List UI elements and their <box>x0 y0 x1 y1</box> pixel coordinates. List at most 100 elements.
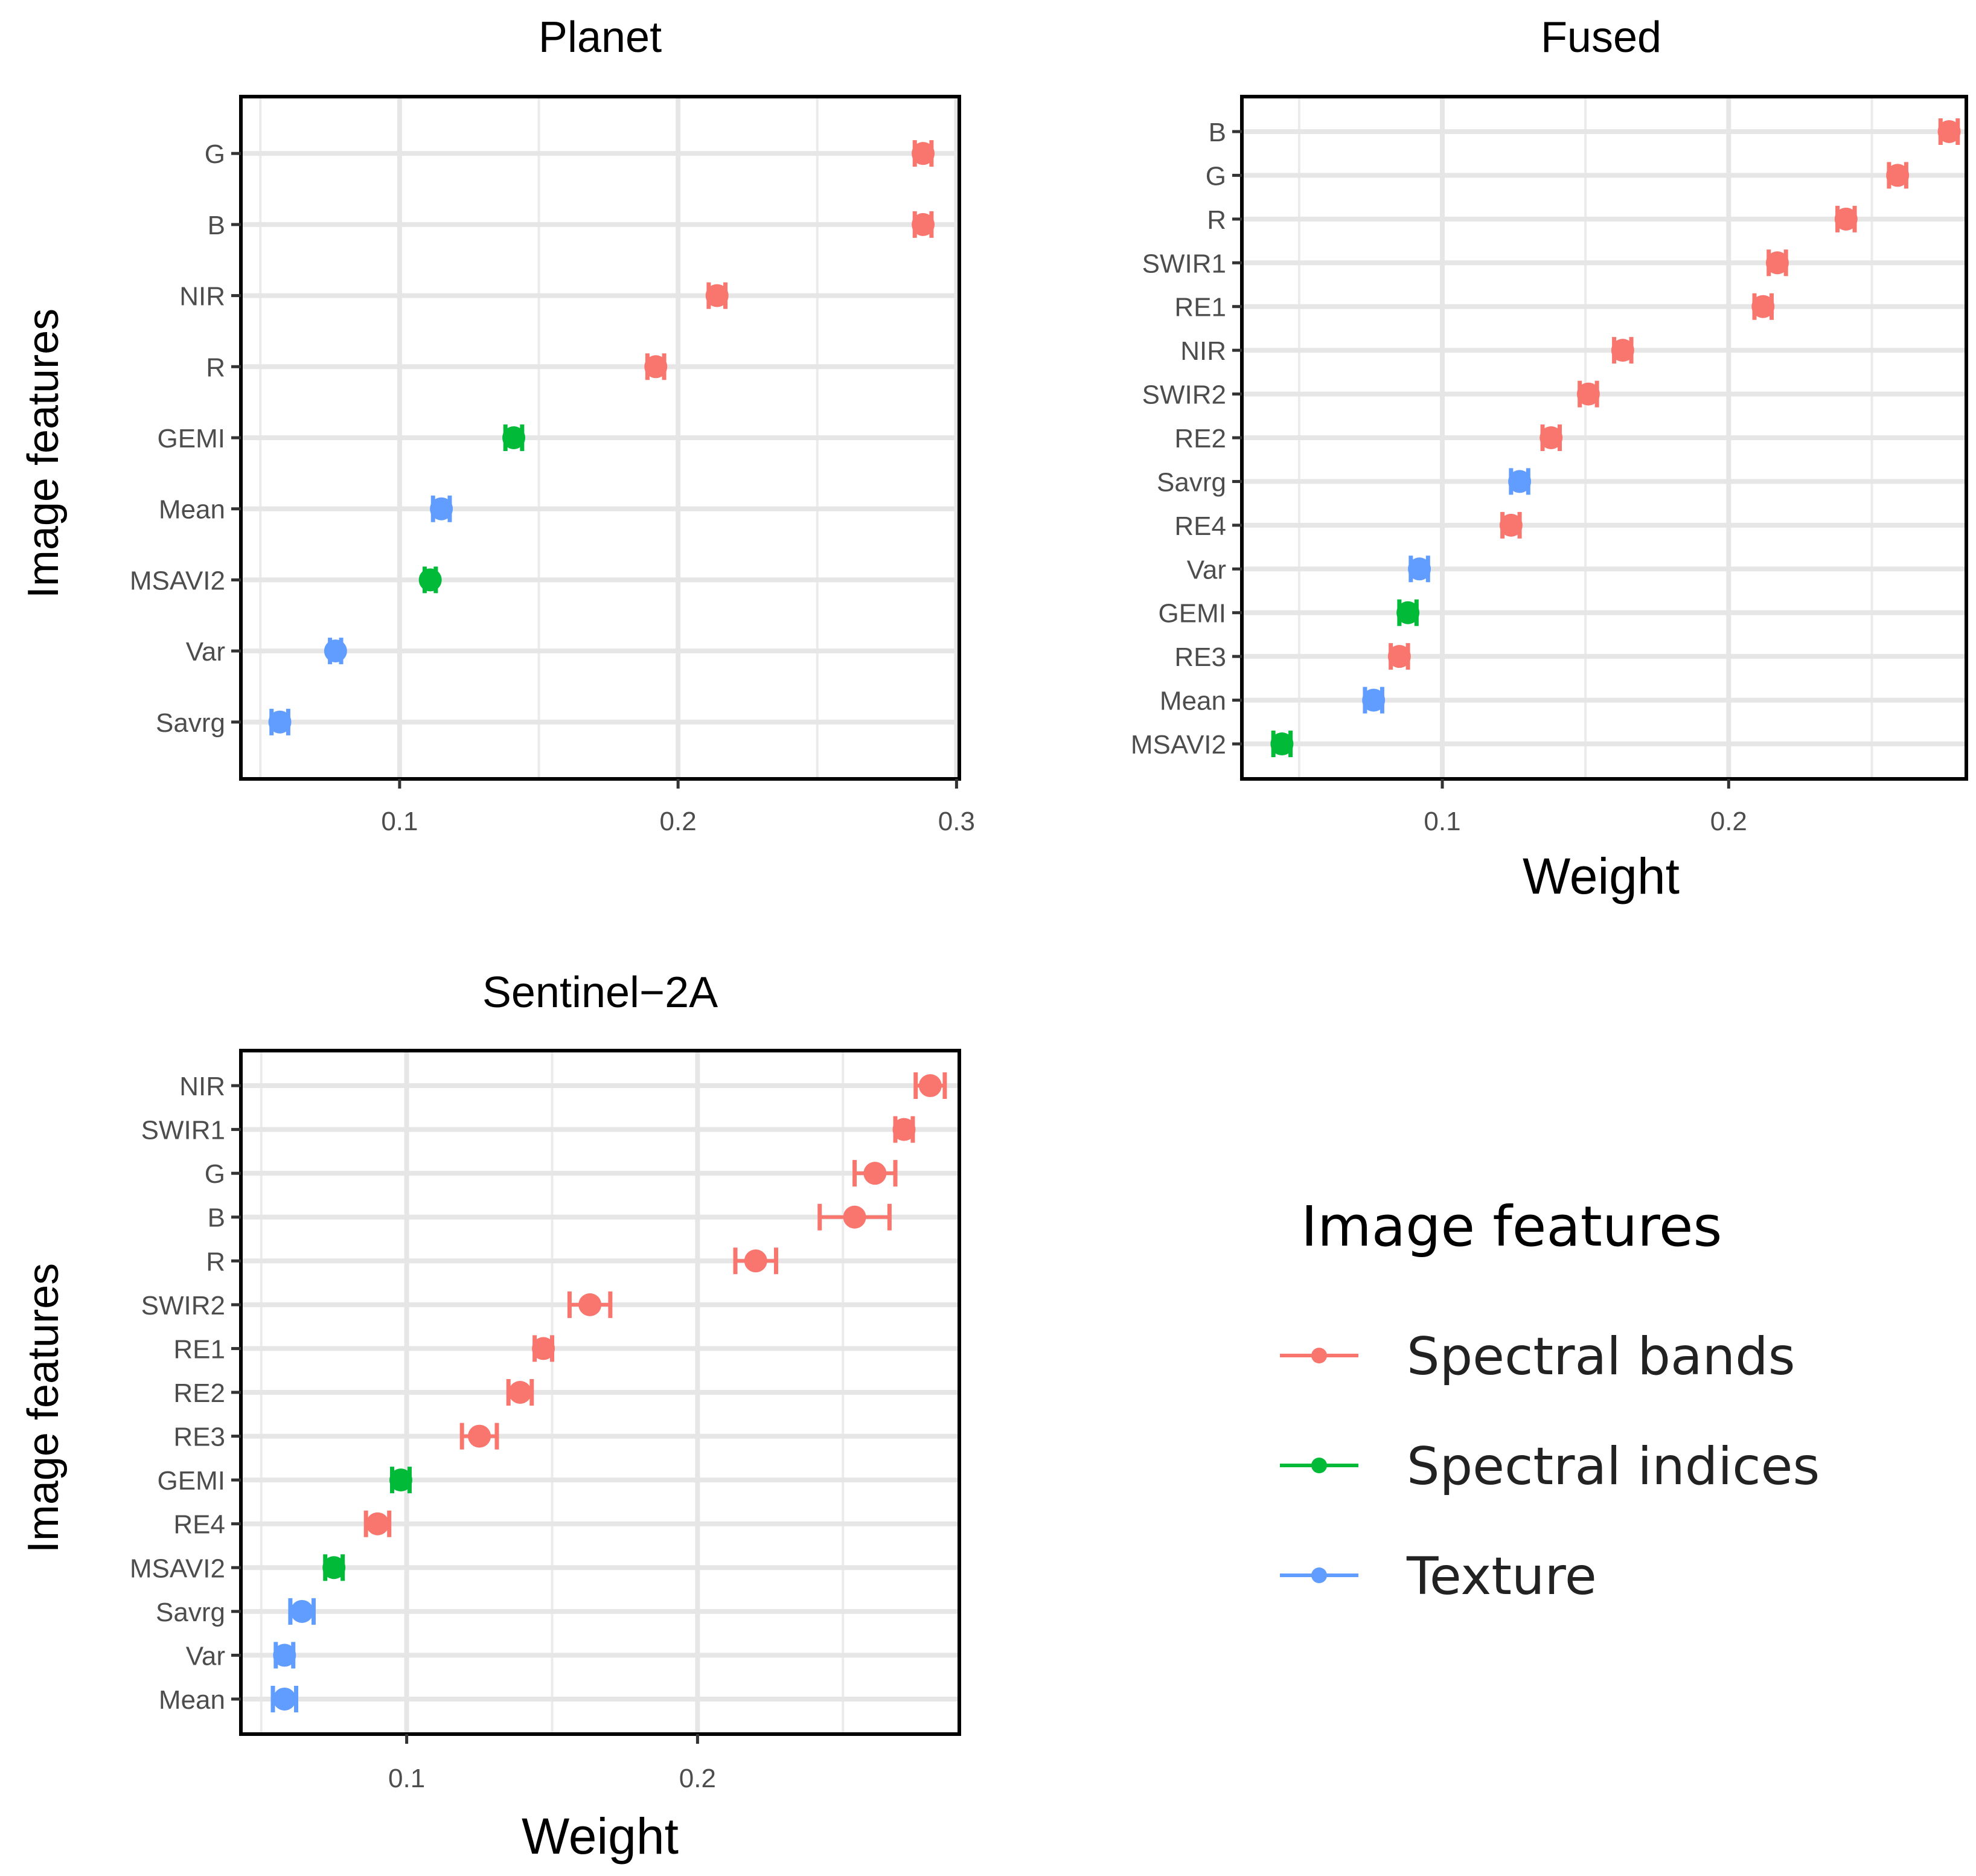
y-tick-label-savrg: Savrg <box>1157 467 1226 497</box>
y-tick-label-nir: NIR <box>1180 336 1226 366</box>
point-marker <box>1508 470 1532 493</box>
point-marker <box>578 1293 602 1316</box>
x-tick-label: 0.2 <box>679 1764 716 1793</box>
point-marker <box>912 213 935 236</box>
panel-title: Sentinel−2A <box>482 968 718 1017</box>
data-point-g <box>852 1160 898 1187</box>
point-marker <box>1751 295 1775 318</box>
point-marker <box>1396 601 1420 624</box>
legend-key-point-spectral-indices <box>1311 1458 1327 1473</box>
y-tick-label-savrg: Savrg <box>156 708 225 738</box>
y-tick-label-b: B <box>1209 118 1226 147</box>
data-point-msavi2 <box>322 1554 346 1581</box>
legend-item-texture: Texture <box>1280 1546 1597 1607</box>
y-tick-label-r: R <box>1207 205 1226 235</box>
data-point-r <box>1834 205 1858 232</box>
data-point-re1 <box>532 1335 555 1362</box>
y-tick-label-re2: RE2 <box>173 1378 225 1408</box>
y-tick-label-swir2: SWIR2 <box>141 1291 225 1321</box>
y-tick-label-msavi2: MSAVI2 <box>130 566 225 595</box>
point-marker <box>1886 164 1910 187</box>
data-point-mean <box>270 1685 299 1712</box>
point-marker <box>366 1512 389 1535</box>
data-point-re1 <box>1751 293 1775 320</box>
data-point-nir <box>1611 337 1634 364</box>
y-tick-label-var: Var <box>186 637 225 667</box>
x-tick-label: 0.2 <box>660 807 697 836</box>
data-point-var <box>273 1642 296 1669</box>
data-point-swir1 <box>892 1116 916 1143</box>
y-tick-label-r: R <box>206 1247 225 1276</box>
legend-label-spectral-bands: Spectral bands <box>1407 1327 1795 1387</box>
data-point-msavi2 <box>1270 731 1294 758</box>
point-marker <box>273 1687 296 1711</box>
point-marker <box>1611 339 1634 362</box>
y-tick-label-re2: RE2 <box>1174 424 1226 453</box>
x-tick-label: 0.1 <box>381 807 418 836</box>
data-point-gemi <box>389 1467 412 1494</box>
y-tick-label-g: G <box>205 139 225 169</box>
y-tick-label-var: Var <box>1187 555 1226 584</box>
point-marker <box>322 1556 346 1580</box>
point-marker <box>1362 688 1386 712</box>
data-point-var <box>1408 555 1431 583</box>
point-marker <box>1540 426 1563 449</box>
y-tick-label-g: G <box>205 1159 225 1189</box>
x-tick-label: 0.3 <box>938 807 975 836</box>
legend-key-point-spectral-bands <box>1311 1348 1327 1363</box>
data-point-savrg <box>288 1598 316 1625</box>
point-marker <box>644 355 668 379</box>
data-point-swir2 <box>1576 380 1600 408</box>
y-tick-label-gemi: GEMI <box>158 1466 225 1496</box>
point-marker <box>290 1599 314 1623</box>
data-point-mean <box>1362 687 1386 714</box>
x-axis-label: Weight <box>522 1808 679 1865</box>
data-point-var <box>324 638 347 665</box>
data-point-nir <box>705 282 729 309</box>
data-point-r <box>644 353 668 380</box>
point-marker <box>918 1074 942 1098</box>
data-point-mean <box>430 495 453 522</box>
point-marker <box>468 1424 491 1448</box>
legend-item-spectral-bands: Spectral bands <box>1280 1327 1795 1387</box>
data-point-gemi <box>502 424 526 451</box>
data-point-re4 <box>1499 511 1523 539</box>
y-tick-label-re1: RE1 <box>1174 293 1226 322</box>
y-tick-label-mean: Mean <box>159 1685 225 1715</box>
point-marker <box>892 1118 916 1141</box>
data-point-b <box>1937 118 1961 145</box>
data-point-re2 <box>506 1379 534 1406</box>
y-tick-label-swir1: SWIR1 <box>1142 249 1226 278</box>
panel-title: Planet <box>539 13 662 62</box>
point-marker <box>532 1337 555 1360</box>
point-marker <box>268 710 292 734</box>
legend-label-texture: Texture <box>1406 1546 1597 1607</box>
x-tick-label: 0.1 <box>388 1764 425 1793</box>
point-marker <box>324 639 347 663</box>
fused-panel: BGR SWIR1 RE1 NIR SWIR2 RE2 Savrg RE4 Var GEMI RE3… <box>1131 13 1968 904</box>
y-tick-label-mean: Mean <box>159 495 225 525</box>
point-marker <box>1937 120 1961 143</box>
point-marker <box>1499 513 1523 537</box>
y-axis-label: Image features <box>19 1263 68 1553</box>
data-point-nir <box>913 1072 947 1100</box>
y-tick-label-re3: RE3 <box>1174 642 1226 672</box>
data-point-savrg <box>1508 468 1532 495</box>
data-point-b <box>912 211 935 238</box>
point-marker <box>912 142 935 165</box>
y-tick-label-swir2: SWIR2 <box>1142 380 1226 410</box>
y-tick-label-var: Var <box>186 1641 225 1671</box>
point-marker <box>744 1249 767 1273</box>
point-marker <box>1765 251 1789 275</box>
y-axis-label: Image features <box>19 309 68 598</box>
x-axis-label: Weight <box>1523 848 1680 904</box>
y-tick-label-gemi: GEMI <box>158 424 225 453</box>
data-point-re3 <box>1387 643 1411 670</box>
y-tick-label-mean: Mean <box>1160 687 1226 716</box>
point-marker <box>1576 382 1600 406</box>
y-tick-label-swir1: SWIR1 <box>141 1116 225 1145</box>
y-tick-label-msavi2: MSAVI2 <box>130 1554 225 1583</box>
y-tick-label-re1: RE1 <box>173 1334 225 1364</box>
y-tick-label-r: R <box>206 353 225 382</box>
data-point-msavi2 <box>418 566 442 594</box>
